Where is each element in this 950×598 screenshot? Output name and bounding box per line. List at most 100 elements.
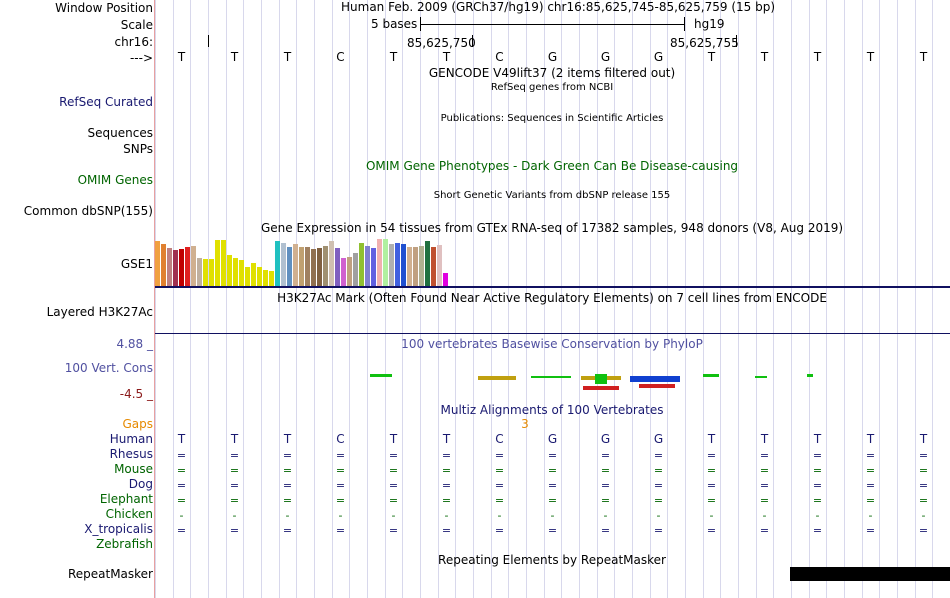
dog-align-char: =	[229, 479, 240, 492]
grid-line	[455, 0, 457, 598]
label-refseq[interactable]: RefSeq Curated	[59, 95, 153, 109]
label-chrom: chr16:	[114, 35, 153, 49]
track-title-gtex[interactable]: Gene Expression in 54 tissues from GTEx …	[260, 221, 844, 235]
grid-line	[402, 0, 404, 598]
grid-line	[755, 0, 757, 598]
label-cons-max: 4.88 _	[116, 337, 153, 351]
gtex-tissue-bar[interactable]	[197, 257, 203, 286]
gtex-tissue-bar[interactable]	[317, 248, 323, 286]
dog-align-char: =	[706, 479, 717, 492]
gtex-tissue-bar[interactable]	[257, 267, 263, 286]
gtex-tissue-bar[interactable]	[293, 243, 299, 286]
rhesus-align-char: =	[759, 449, 770, 462]
grid-line	[490, 0, 492, 598]
gtex-tissue-bar[interactable]	[443, 272, 449, 286]
label-snps[interactable]: SNPs	[123, 142, 153, 156]
label-human: Human	[109, 432, 153, 446]
gtex-tissue-bar[interactable]	[161, 243, 167, 286]
gtex-tissue-bar[interactable]	[407, 246, 413, 286]
label-dbsnp[interactable]: Common dbSNP(155)	[23, 204, 153, 218]
label-repeatmasker[interactable]: RepeatMasker	[67, 567, 153, 581]
gtex-tissue-bar[interactable]	[311, 249, 317, 286]
gtex-tissue-bar[interactable]	[233, 257, 239, 286]
gtex-tissue-bar[interactable]	[203, 258, 209, 286]
gtex-tissue-bar[interactable]	[395, 242, 401, 286]
gtex-tissue-bar[interactable]	[263, 269, 269, 286]
human-base: T	[177, 432, 186, 446]
gtex-tissue-bar[interactable]	[281, 242, 287, 286]
mouse-align-char: =	[176, 464, 187, 477]
gtex-tissue-bar[interactable]	[335, 248, 341, 286]
gtex-tissue-bar[interactable]	[287, 247, 293, 286]
gtex-tissue-bar[interactable]	[431, 246, 437, 286]
x-tropicalis-align-char: =	[441, 524, 452, 537]
ruler-tick	[472, 35, 473, 47]
grid-line	[632, 0, 633, 598]
gtex-tissue-bar[interactable]	[221, 239, 227, 286]
dog-align-char: =	[812, 479, 823, 492]
gtex-tissue-bar[interactable]	[215, 239, 221, 286]
gtex-tissue-bar[interactable]	[413, 247, 419, 286]
scale-assembly: hg19	[694, 17, 725, 31]
track-title-multiz[interactable]: Multiz Alignments of 100 Vertebrates	[440, 403, 664, 417]
gtex-tissue-bar[interactable]	[155, 241, 161, 286]
dog-align-char: =	[918, 479, 929, 492]
gtex-tissue-bar[interactable]	[341, 257, 347, 286]
grid-line	[897, 0, 898, 598]
gtex-tissue-bar[interactable]	[419, 245, 425, 286]
track-title-h3k27ac[interactable]: H3K27Ac Mark (Often Found Near Active Re…	[277, 291, 827, 305]
gtex-tissue-bar[interactable]	[383, 239, 389, 286]
gtex-tissue-bar[interactable]	[227, 255, 233, 286]
gtex-tissue-bar[interactable]	[173, 250, 179, 286]
gtex-tissue-bar[interactable]	[245, 267, 251, 286]
gtex-tissue-bar[interactable]	[185, 247, 191, 286]
chicken-align-char: -	[179, 509, 184, 522]
x-tropicalis-align-char: =	[706, 524, 717, 537]
track-title-repeatmasker[interactable]: Repeating Elements by RepeatMasker	[438, 553, 666, 567]
gtex-tissue-bar[interactable]	[401, 243, 407, 286]
gtex-tissue-bar[interactable]	[359, 242, 365, 286]
label-gse1[interactable]: GSE1	[120, 257, 153, 271]
chicken-align-char: -	[603, 509, 608, 522]
repeatmasker-element[interactable]	[790, 567, 950, 581]
label-cons[interactable]: 100 Vert. Cons	[64, 361, 153, 375]
gtex-tissue-bar[interactable]	[323, 246, 329, 286]
gtex-tissue-bar[interactable]	[179, 249, 185, 286]
gtex-tissue-bar[interactable]	[251, 263, 257, 286]
gtex-tissue-bar[interactable]	[389, 243, 395, 286]
track-title-omim[interactable]: OMIM Gene Phenotypes - Dark Green Can Be…	[365, 159, 739, 173]
track-title-phylop[interactable]: 100 vertebrates Basewise Conservation by…	[401, 337, 703, 351]
mouse-align-char: =	[600, 464, 611, 477]
gtex-tissue-bar[interactable]	[209, 258, 215, 286]
label-h3k27ac[interactable]: Layered H3K27Ac	[46, 305, 153, 319]
gtex-tissue-bar[interactable]	[191, 245, 197, 286]
chicken-align-char: -	[921, 509, 926, 522]
gtex-tissue-bar[interactable]	[299, 246, 305, 286]
label-omim[interactable]: OMIM Genes	[77, 173, 153, 187]
gtex-tissue-bar[interactable]	[353, 253, 359, 286]
label-strand[interactable]: --->	[129, 51, 153, 65]
chicken-align-char: -	[338, 509, 343, 522]
gtex-tissue-bar[interactable]	[365, 246, 371, 286]
track-title-dbsnp[interactable]: Short Genetic Variants from dbSNP releas…	[433, 190, 671, 201]
gtex-tissue-bar[interactable]	[305, 247, 311, 286]
elephant-align-char: =	[229, 494, 240, 507]
track-title-publications[interactable]: Publications: Sequences in Scientific Ar…	[440, 113, 664, 124]
gtex-tissue-bar[interactable]	[329, 241, 335, 286]
gtex-tissue-bar[interactable]	[347, 256, 353, 286]
grid-line	[879, 0, 881, 598]
track-title-refseq[interactable]: RefSeq genes from NCBI	[490, 82, 614, 93]
track-title-gencode[interactable]: GENCODE V49lift37 (2 items filtered out)	[428, 66, 676, 80]
gtex-bar-graph[interactable]	[155, 238, 555, 286]
gtex-tissue-bar[interactable]	[275, 241, 281, 286]
gtex-tissue-bar[interactable]	[239, 260, 245, 286]
gtex-tissue-bar[interactable]	[437, 244, 443, 286]
gtex-tissue-bar[interactable]	[425, 240, 431, 286]
gtex-tissue-bar[interactable]	[377, 239, 383, 286]
gtex-tissue-bar[interactable]	[371, 248, 377, 286]
label-sequences[interactable]: Sequences	[87, 126, 153, 140]
grid-line	[844, 0, 845, 598]
grid-line	[649, 0, 651, 598]
gtex-tissue-bar[interactable]	[167, 248, 173, 286]
gtex-tissue-bar[interactable]	[269, 270, 275, 286]
